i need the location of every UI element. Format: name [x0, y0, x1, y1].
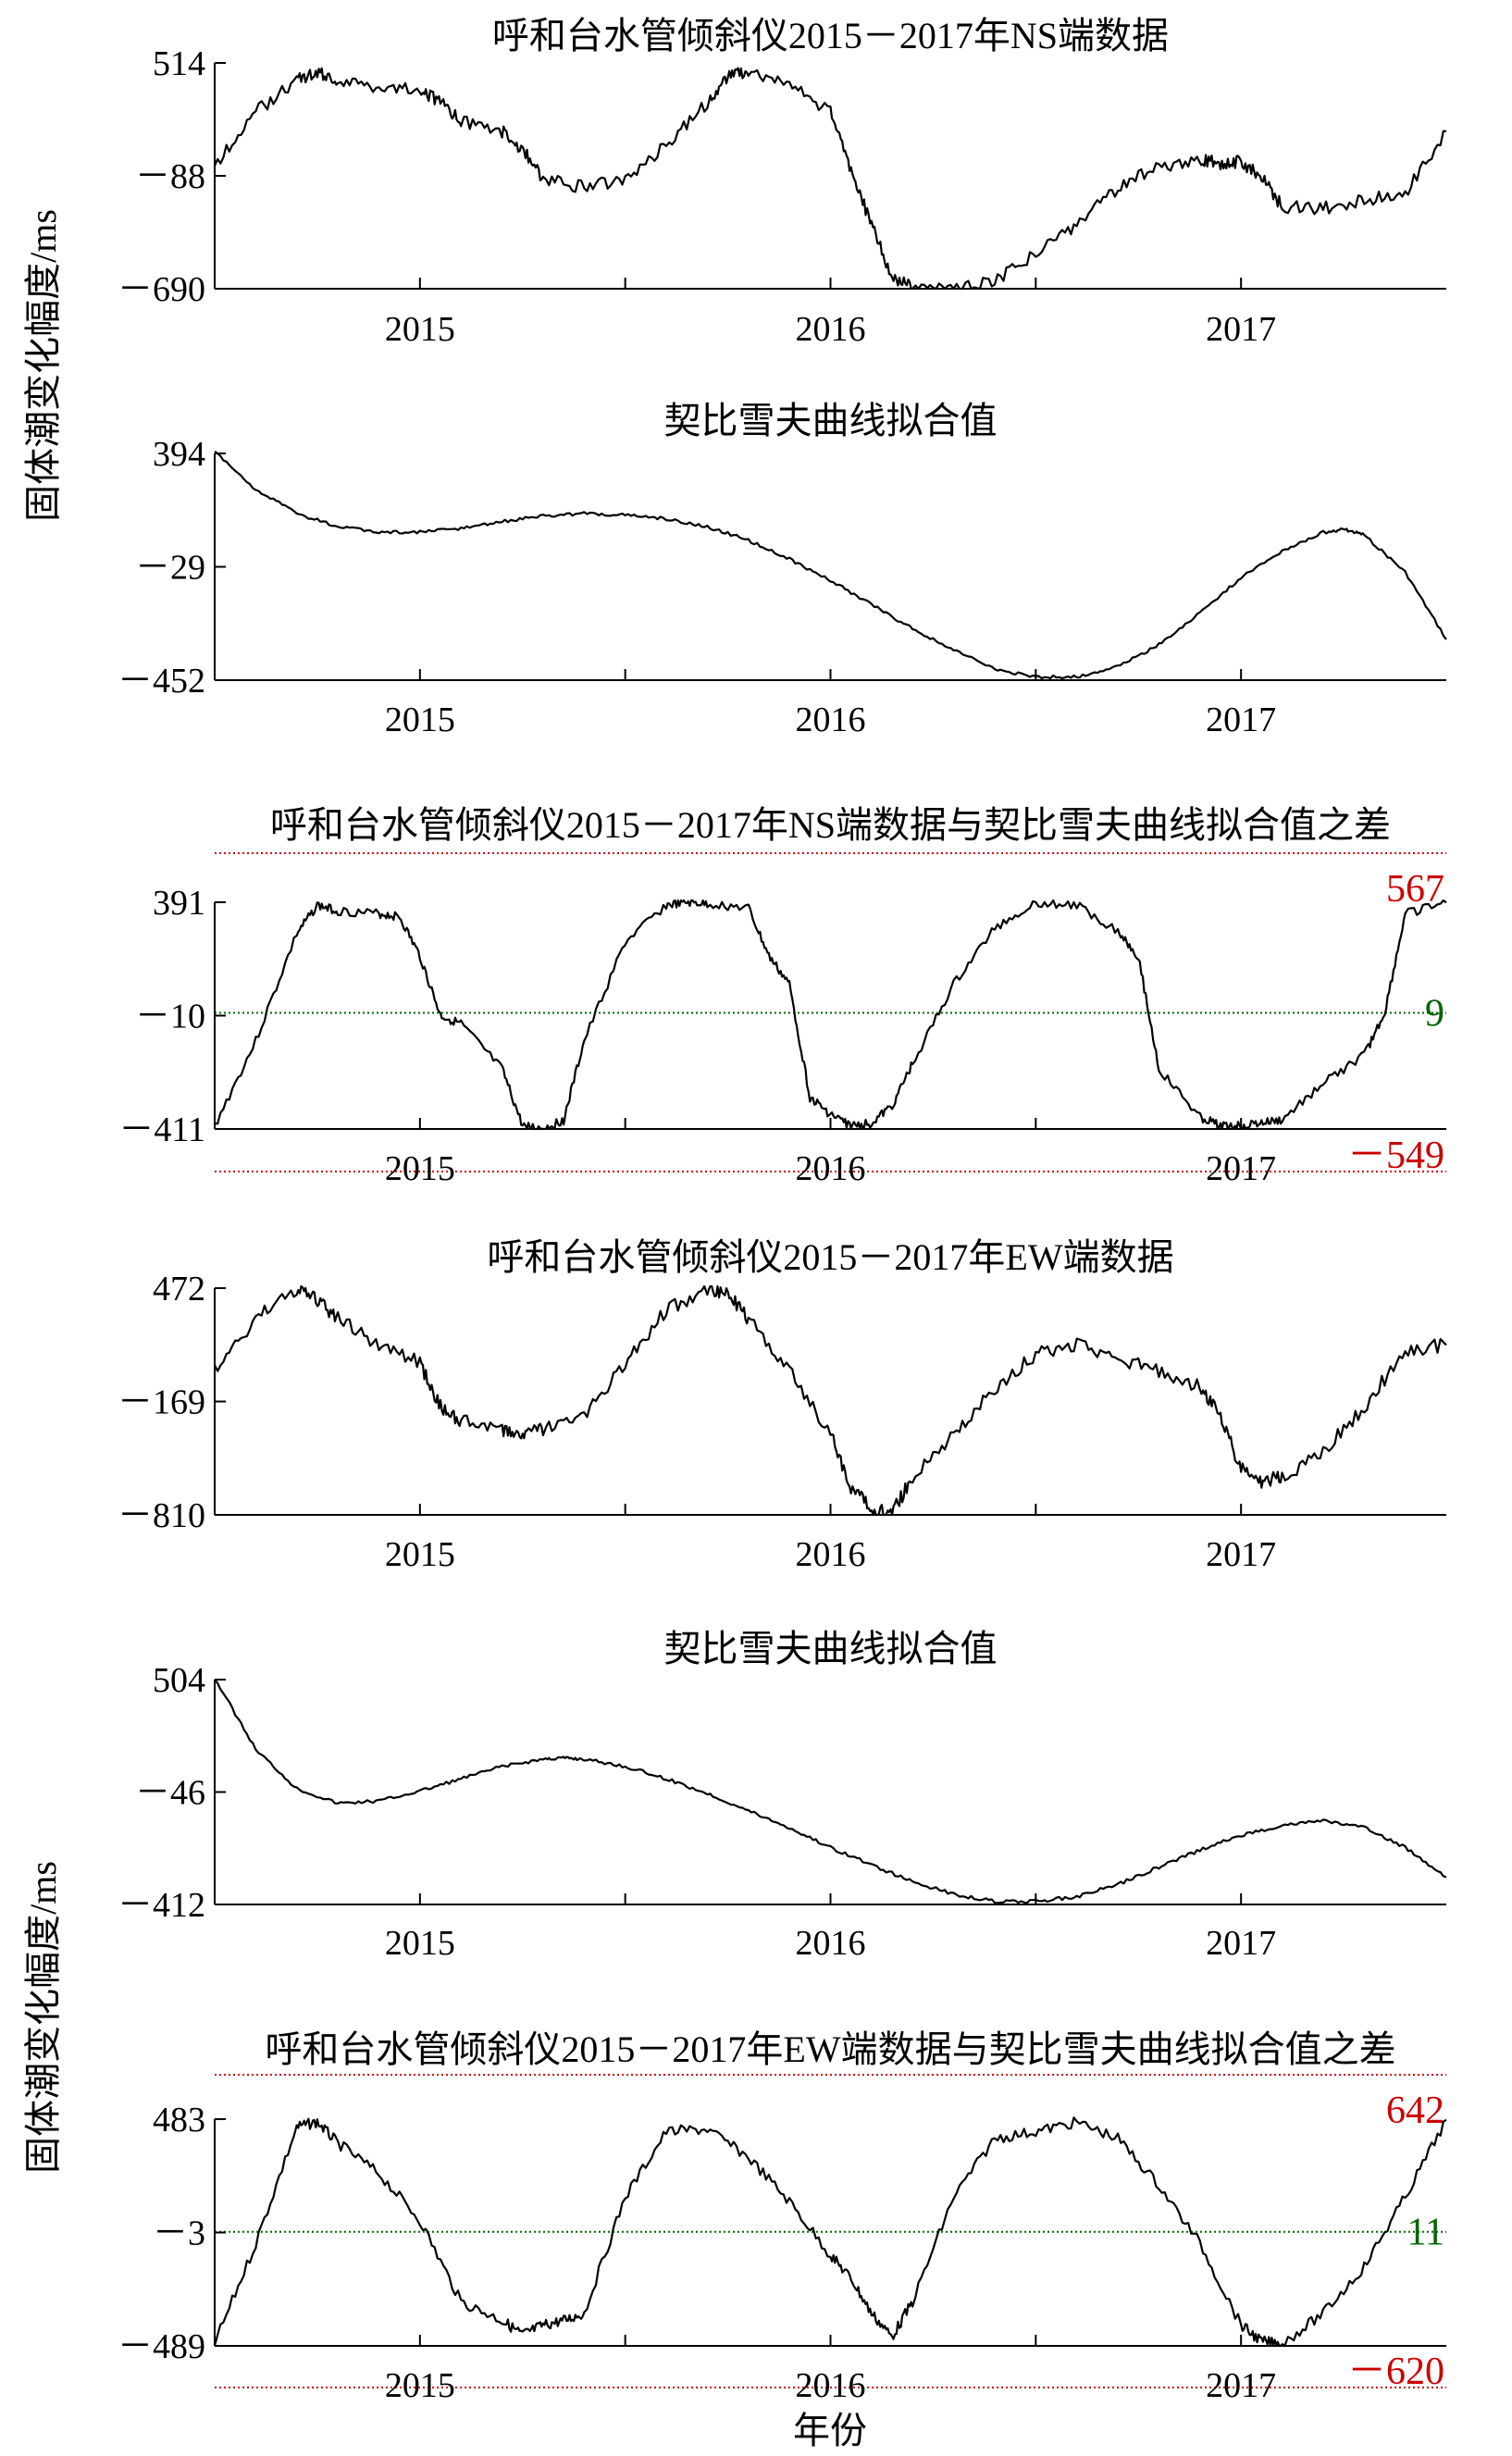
chart-title: 呼和台水管倾斜仪2015－2017年EW端数据 [487, 1236, 1173, 1278]
series-line [214, 1284, 1447, 1517]
x-tick-label: 2016 [796, 701, 866, 739]
ref-label-high: 567 [1386, 868, 1444, 911]
y-axis-label-top: 固体潮变化幅度/ms [22, 209, 64, 522]
x-tick-label: 2016 [796, 1149, 866, 1188]
x-tick-label: 2017 [1206, 2366, 1276, 2405]
y-tick-label: －46 [135, 1774, 205, 1813]
x-tick-label: 2015 [385, 1924, 455, 1963]
chart-title: 契比雪夫曲线拟合值 [664, 1628, 998, 1669]
y-tick-label: －690 [118, 270, 205, 309]
y-axis-label-bottom: 固体潮变化幅度/ms [22, 1861, 64, 2174]
ref-label-zero: 11 [1407, 2212, 1444, 2254]
y-tick-label: 504 [153, 1661, 205, 1700]
x-tick-label: 2017 [1206, 701, 1276, 739]
chart-panel-1: 呼和台水管倾斜仪2015－2017年NS端数据 514 －88 －690 2015 201… [118, 15, 1447, 349]
y-tick-label: 394 [153, 435, 205, 474]
y-tick-label: －452 [118, 662, 205, 701]
y-tick-label: －412 [118, 1886, 205, 1925]
chart-panel-5: 契比雪夫曲线拟合值 504 －46 －412 2015 2016 2017 [118, 1628, 1447, 1963]
x-tick-label: 2016 [796, 2366, 866, 2405]
y-tick-label: 483 [153, 2101, 205, 2140]
y-tick-label: －29 [135, 549, 205, 588]
ref-label-low: －620 [1347, 2351, 1444, 2393]
x-tick-label: 2015 [385, 2366, 455, 2405]
chart-panel-4: 呼和台水管倾斜仪2015－2017年EW端数据 472 －169 －810 2015 20… [118, 1236, 1447, 1574]
y-tick-label: －810 [118, 1496, 205, 1535]
x-tick-label: 2016 [796, 310, 866, 349]
y-tick-label: －169 [118, 1383, 205, 1422]
series-line [214, 1679, 1447, 1904]
x-tick-label: 2017 [1206, 1149, 1276, 1188]
ref-label-high: 642 [1386, 2090, 1444, 2132]
y-tick-label: －88 [135, 157, 205, 196]
y-tick-label: －489 [118, 2327, 205, 2366]
x-tick-label: 2015 [385, 1535, 455, 1574]
y-tick-label: 514 [153, 44, 205, 83]
chart-panel-2: 契比雪夫曲线拟合值 394 －29 －452 2015 2016 2017 [118, 400, 1447, 739]
y-tick-label: －3 [153, 2214, 205, 2253]
series-line [214, 451, 1447, 680]
x-tick-label: 2015 [385, 1149, 455, 1188]
ref-label-zero: 9 [1425, 992, 1444, 1035]
series-line [213, 2116, 1447, 2348]
x-tick-label: 2015 [385, 310, 455, 349]
x-tick-label: 2015 [385, 701, 455, 739]
x-tick-label: 2016 [796, 1924, 866, 1963]
chart-title: 呼和台水管倾斜仪2015－2017年EW端数据与契比雪夫曲线拟合值之差 [265, 2028, 1395, 2070]
x-tick-label: 2016 [796, 1535, 866, 1574]
y-tick-label: 391 [153, 884, 205, 923]
x-tick-label: 2017 [1206, 310, 1276, 349]
series-line [213, 67, 1447, 291]
chart-title: 呼和台水管倾斜仪2015－2017年NS端数据与契比雪夫曲线拟合值之差 [270, 804, 1391, 846]
chart-title: 呼和台水管倾斜仪2015－2017年NS端数据 [492, 15, 1169, 56]
y-tick-label: －411 [118, 1110, 205, 1149]
y-tick-label: 472 [153, 1270, 205, 1309]
y-tick-label: －10 [135, 998, 205, 1036]
chart-panel-6: 呼和台水管倾斜仪2015－2017年EW端数据与契比雪夫曲线拟合值之差 642 11… [118, 2028, 1447, 2405]
series-line [214, 899, 1447, 1131]
x-tick-label: 2017 [1206, 1535, 1276, 1574]
chart-title: 契比雪夫曲线拟合值 [664, 400, 998, 441]
x-tick-label: 2017 [1206, 1924, 1276, 1963]
chart-panel-3: 呼和台水管倾斜仪2015－2017年NS端数据与契比雪夫曲线拟合值之差 567 9 －… [118, 804, 1447, 1188]
ref-label-low: －549 [1347, 1135, 1444, 1177]
x-axis-label: 年份 [793, 2410, 867, 2451]
